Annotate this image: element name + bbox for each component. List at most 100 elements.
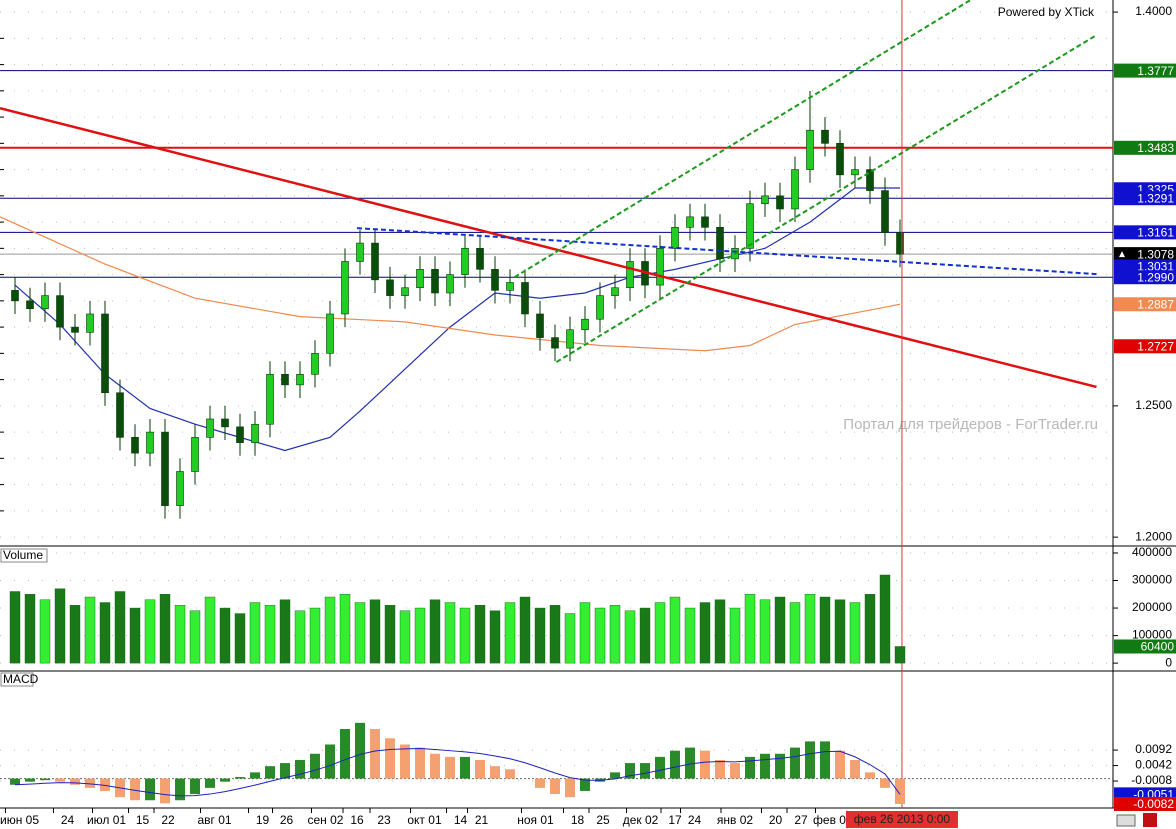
candle-body [656, 248, 664, 286]
y-tick-label: 300000 [1132, 573, 1172, 587]
toolbar-button[interactable] [1116, 814, 1136, 827]
macd-bar [610, 772, 620, 779]
price-marker-label: 1.3483 [1137, 141, 1174, 155]
macd-bar [85, 778, 95, 788]
price-marker [1114, 259, 1176, 274]
candle-body [716, 227, 724, 260]
macd-bar [415, 747, 425, 779]
price-marker-label: 1.3161 [1137, 226, 1174, 240]
volume-bar [114, 591, 126, 664]
cursor-label-box [845, 811, 958, 828]
macd-bar [445, 756, 455, 779]
candle-body [551, 337, 559, 349]
x-tick-label: 27 [794, 813, 808, 827]
macd-bar [835, 750, 845, 779]
price-marker [1114, 639, 1176, 654]
panel-price [0, 0, 1113, 538]
volume-bar [54, 588, 66, 664]
y-tick-label: 1.2500 [1135, 398, 1172, 412]
volume-bar [714, 599, 726, 664]
candle-body [221, 418, 229, 428]
candle-body [41, 295, 49, 310]
candle-body [26, 300, 34, 310]
price-marker [1114, 796, 1176, 811]
volume-bar [699, 602, 711, 664]
volume-bar [249, 602, 261, 664]
candle-body [836, 143, 844, 176]
candle-body [626, 261, 634, 289]
macd-bar [355, 722, 365, 779]
price-marker [1114, 63, 1176, 78]
candle-body [521, 282, 529, 315]
macd-bar [250, 772, 260, 779]
candle-body [416, 269, 424, 289]
macd-bar [40, 778, 50, 781]
x-tick-label: 26 [280, 813, 294, 827]
volume-bar [729, 607, 741, 664]
macd-bar [220, 778, 230, 782]
candle-body [491, 269, 499, 291]
volume-bar [9, 591, 21, 664]
volume-bar [654, 602, 666, 664]
panel-title-box [0, 548, 48, 563]
candle-body [671, 227, 679, 249]
volume-bar [24, 594, 36, 664]
macd-bar [370, 729, 380, 779]
moving-average [0, 216, 901, 352]
volume-bar [414, 607, 426, 664]
macd-bar [760, 753, 770, 779]
macd-bar [460, 756, 470, 779]
candle-body [386, 279, 394, 296]
trend-line [356, 227, 1097, 276]
macd-bar [70, 778, 80, 785]
candle-body [371, 242, 379, 281]
x-tick-label: 25 [596, 813, 610, 827]
volume-bar [459, 607, 471, 664]
x-tick-label: 20 [769, 813, 783, 827]
x-tick-label: 21 [475, 813, 489, 827]
candle-body [146, 431, 154, 454]
volume-bar [324, 596, 336, 664]
x-tick-label: фев 0 [813, 813, 846, 827]
macd-bar [10, 778, 20, 785]
price-marker [1114, 270, 1176, 285]
volume-bar [39, 599, 51, 664]
volume-bar [489, 610, 501, 664]
trend-line [555, 35, 1096, 363]
macd-bar [475, 759, 485, 779]
volume-bar [744, 594, 756, 664]
watermark: Портал для трейдеров - ForTrader.ru [843, 416, 1098, 433]
candle-body [281, 374, 289, 386]
macd-bar [490, 766, 500, 779]
macd-bar [175, 778, 185, 801]
macd-bar [790, 747, 800, 779]
volume-bar [174, 605, 186, 664]
x-tick-label: ноя 01 [517, 813, 554, 827]
volume-bar [684, 607, 696, 664]
candle-body [761, 195, 769, 205]
candle-body [446, 274, 454, 294]
candle-body [86, 313, 94, 333]
candle-body [296, 374, 304, 386]
price-marker-label: 1.2887 [1137, 297, 1174, 311]
macd-bar [130, 778, 140, 801]
toolbar-button[interactable] [1143, 813, 1157, 827]
candle-body [311, 353, 319, 375]
candle-body [596, 295, 604, 320]
volume-bar [609, 605, 621, 664]
price-marker [1114, 225, 1176, 240]
candle-body [101, 313, 109, 394]
price-marker [1114, 247, 1176, 262]
volume-bar [594, 607, 606, 664]
volume-bar [279, 599, 291, 664]
macd-bar [565, 778, 575, 798]
macd-bar [700, 750, 710, 779]
volume-bar [879, 574, 891, 664]
volume-bar [354, 602, 366, 664]
x-tick-label: янв 02 [717, 813, 754, 827]
candle-body [176, 471, 184, 506]
panel-title: Volume [3, 548, 43, 562]
macd-bar [865, 772, 875, 779]
x-tick-label: 14 [454, 813, 468, 827]
